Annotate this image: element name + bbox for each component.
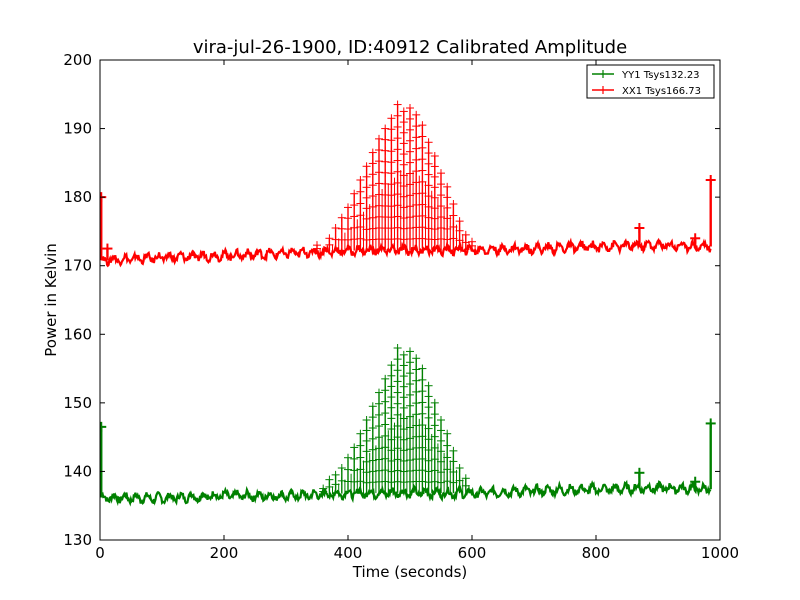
plot-frame (99, 59, 721, 541)
series-baseline-line (101, 479, 712, 507)
y-tick-label: 140 (63, 462, 92, 480)
y-tick-label: 130 (63, 531, 92, 549)
legend-box (586, 64, 715, 99)
y-tick-label: 160 (63, 325, 92, 343)
legend-entry-label: XX1 Tsys166.73 (622, 86, 701, 97)
x-tick-label: 0 (95, 544, 105, 562)
series-baseline-line (100, 237, 712, 268)
legend-entry-label: YY1 Tsys132.23 (621, 70, 700, 81)
y-tick-label: 200 (63, 51, 92, 69)
series-layer (100, 100, 716, 507)
y-tick-label: 170 (63, 257, 92, 275)
x-axis: 0 200 400 600 800 1000 (95, 60, 739, 562)
x-tick-label: 800 (582, 544, 611, 562)
chart-title: vira-jul-26-1900, ID:40912 Calibrated Am… (193, 37, 627, 58)
legend: YY1 Tsys132.23 XX1 Tsys166.73 (586, 64, 715, 99)
x-tick-label: 1000 (701, 544, 739, 562)
x-tick-label: 400 (334, 544, 363, 562)
series-yy1 (100, 344, 716, 507)
y-tick-label: 180 (63, 188, 92, 206)
x-tick-label: 600 (458, 544, 487, 562)
y-axis-label: Power in Kelvin (42, 243, 60, 357)
y-axis: 130 140 150 160 170 180 190 200 (63, 51, 720, 549)
y-tick-label: 190 (63, 120, 92, 138)
x-axis-label: Time (seconds) (352, 563, 468, 581)
series-xx1 (100, 100, 716, 268)
x-tick-label: 200 (210, 544, 239, 562)
y-tick-label: 150 (63, 394, 92, 412)
